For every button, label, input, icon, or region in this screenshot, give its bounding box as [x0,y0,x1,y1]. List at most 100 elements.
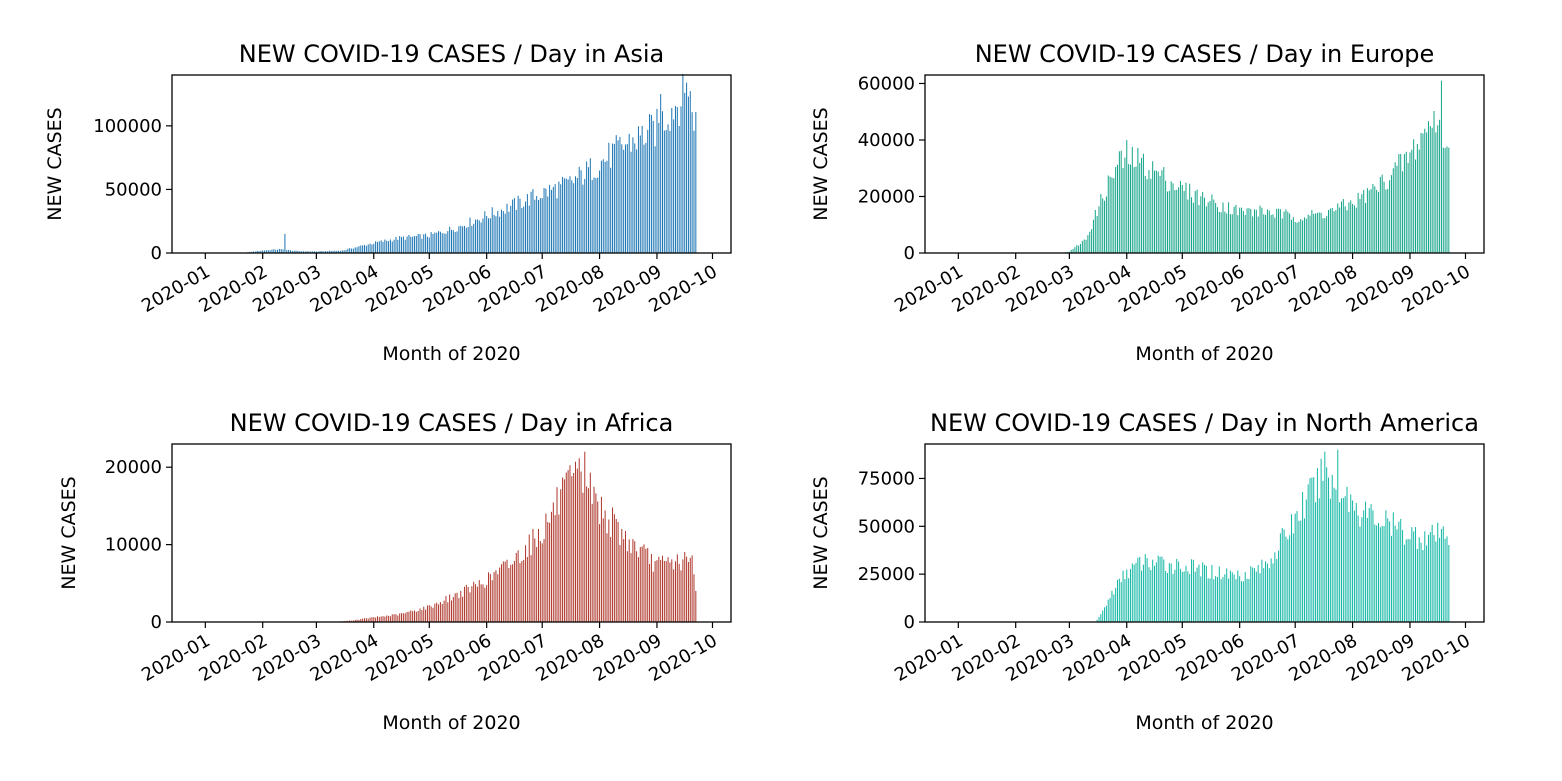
bar [1381,174,1383,253]
bar [1209,578,1211,622]
bar [1411,149,1413,253]
bar [563,178,565,253]
bar [621,144,623,253]
bar [1413,139,1415,253]
y-tick-label: 60000 [858,73,915,94]
bar [1350,494,1352,622]
bar [1350,200,1352,253]
bar [1324,451,1326,622]
bar [554,515,556,622]
bar [1405,151,1407,253]
bar [476,219,478,253]
bar [536,196,538,253]
bar [643,144,645,253]
bar [537,200,540,253]
bar [578,166,580,253]
bar [691,555,693,622]
bar [499,216,501,253]
bar [1102,198,1104,253]
bar [1168,563,1170,622]
bar [1390,535,1392,622]
bar [1274,217,1276,253]
bar [1344,206,1346,253]
bar [1328,477,1330,622]
bar [1307,484,1309,622]
bar [1135,166,1137,253]
bar [443,233,445,253]
bar [1329,208,1331,253]
bar [1313,213,1315,253]
y-tick-label: 40000 [858,130,915,151]
bar [1146,179,1148,253]
bar [610,536,612,622]
bar [1416,143,1418,253]
bar [1228,578,1230,622]
bar [549,184,551,253]
bar [534,538,536,622]
bar [1333,211,1335,253]
bar [636,149,638,253]
bar [358,246,360,253]
bar [375,617,377,622]
chart-panel-2: NEW COVID-19 CASES / Day in Europe2020-0… [810,40,1485,365]
bar [565,472,567,622]
bar [369,243,371,253]
bar [475,584,477,622]
bar [452,597,454,622]
bar [1187,199,1189,253]
bar [1353,510,1355,622]
bar [1433,111,1435,253]
bar [1213,579,1215,622]
bar [1076,245,1078,253]
bar [552,186,554,253]
bar [1235,579,1237,622]
bar [367,244,369,253]
bar [1157,555,1159,622]
bar [306,251,308,253]
bar [1398,521,1400,622]
bar [1385,189,1387,253]
bar [491,207,493,253]
bar [1181,184,1183,253]
bar [1377,522,1379,622]
bar [1370,189,1372,253]
bar [678,125,680,253]
bar [504,561,506,622]
bar [428,605,430,622]
bar [1270,558,1272,622]
bar [423,234,425,253]
bar [1283,211,1285,253]
bar [367,618,369,622]
bar [273,249,275,253]
bar [417,234,419,253]
bar [1265,561,1267,622]
bar [1253,209,1255,253]
bar [669,130,671,253]
bar [1107,599,1109,622]
bar [1392,168,1394,253]
bar [1231,214,1233,253]
bar [578,458,580,622]
bar [397,615,399,622]
bar [267,250,269,253]
bar [473,581,475,622]
bar [1248,208,1250,253]
bar [1226,568,1228,622]
bar [1081,240,1083,253]
bar [523,559,525,622]
bar [1294,222,1296,253]
bar [673,569,675,622]
bar [1289,535,1291,622]
bar [1215,576,1217,622]
bar [397,239,399,253]
bar [1337,449,1339,622]
bar [650,554,652,622]
bar [513,198,515,253]
bar [1120,150,1122,253]
bar [695,112,697,253]
bar [582,492,584,622]
bar [441,233,443,253]
bar [539,198,541,253]
plot-frame [171,443,732,623]
bar [382,616,384,622]
